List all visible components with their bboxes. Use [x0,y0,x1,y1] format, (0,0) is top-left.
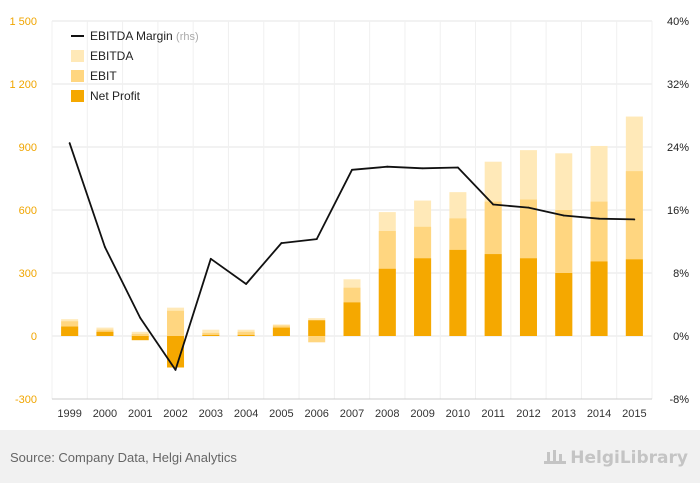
bar-ebit [131,333,149,336]
bar-net-profit [449,249,467,336]
x-tick-label: 2001 [128,408,152,420]
bar-net-profit [308,320,326,336]
bar-net-profit [414,258,432,336]
brand-name: HelgiLibrary [570,448,688,468]
x-tick-label: 2002 [163,408,187,420]
legend-swatch [71,90,84,102]
margin-point [633,218,636,221]
x-tick-label: 2006 [304,408,328,420]
y-left-tick-label: 1 500 [9,16,37,28]
bar-net-profit [167,336,185,368]
y-left-tick-label: -300 [15,394,37,406]
x-tick-label: 2013 [552,408,576,420]
margin-point [456,166,459,169]
y-left-tick-label: 300 [19,268,37,280]
y-right-tick-label: 8% [673,268,689,280]
y-right-tick-label: 32% [667,79,689,91]
legend-label-suffix: (rhs) [176,31,199,43]
y-right-tick-label: 16% [667,205,689,217]
x-tick-label: 2008 [375,408,399,420]
margin-point [174,368,177,371]
x-tick-label: 2005 [269,408,293,420]
bar-net-profit [272,327,290,336]
margin-point [386,165,389,168]
margin-point [492,203,495,206]
x-tick-label: 2003 [199,408,223,420]
bar-net-profit [484,254,502,336]
y-right-tick-label: 0% [673,331,689,343]
x-tick-label: 2009 [410,408,434,420]
bar-net-profit [519,258,537,336]
margin-point [562,214,565,217]
bar-net-profit [625,259,643,336]
brand-logo: HelgiLibrary [544,448,688,468]
bar-net-profit [590,261,608,336]
margin-point [245,283,248,285]
y-right-tick-label: 24% [667,142,689,154]
margin-point [68,142,71,144]
margin-point [209,257,212,260]
library-icon [544,450,567,464]
x-tick-label: 2014 [587,408,611,420]
bar-net-profit [202,334,220,336]
bar-net-profit [61,326,79,336]
margin-point [280,242,283,244]
chart-area: -300 0 300 600 900 1 200 1 500 -8% 0% 8% 16% 24% 32%… [9,16,690,420]
legend-swatch [71,50,84,62]
y-left-tick-label: 1 200 [9,79,37,91]
bar-net-profit [343,302,361,336]
bar-net-profit [378,268,396,336]
margin-line-layer [68,142,636,371]
legend: EBITDA Margin (rhs) EBITDA EBIT Net Profit [71,29,199,103]
margin-point [351,168,353,171]
bar-ebit [202,332,220,336]
bar-ebit [167,310,185,336]
margin-point [104,246,106,248]
y-left-tick-label: 0 [31,331,37,343]
x-tick-label: 2015 [622,408,646,420]
bar-net-profit [131,336,149,341]
bar-net-profit [555,273,573,336]
legend-label-text: EBITDA Margin [90,29,176,43]
margin-point [527,206,530,209]
y-right-tick-label: 40% [667,16,689,28]
source-note: Source: Company Data, Helgi Analytics [10,450,237,465]
y-left-tick-label: 600 [19,205,37,217]
x-tick-label: 2011 [481,408,505,420]
legend-swatch [71,70,84,82]
axes: -300 0 300 600 900 1 200 1 500 -8% 0% 8% 16% 24% 32%… [9,16,689,420]
x-tick-label: 1999 [57,408,81,420]
margin-point [598,217,600,220]
chart-svg: -300 0 300 600 900 1 200 1 500 -8% 0% 8% 16% 24% 32%… [9,16,689,420]
bar-ebit [237,331,255,336]
legend-label: EBITDA [90,49,133,63]
margin-point [421,167,424,170]
footer-bar: Source: Company Data, Helgi Analytics He… [0,430,700,483]
bar-net-profit [237,334,255,336]
x-tick-label: 2007 [340,408,364,420]
x-tick-label: 2000 [93,408,117,420]
x-tick-label: 2010 [446,408,470,420]
x-tick-label: 2004 [234,408,258,420]
legend-label: Net Profit [90,89,141,103]
legend-label: EBITDA Margin (rhs) [90,29,199,43]
margin-point [315,238,318,241]
bars [61,116,643,368]
bar-ebit [308,336,326,343]
y-right-tick-label: -8% [669,394,689,406]
legend-label: EBIT [90,69,117,83]
margin-point [139,316,142,319]
y-left-tick-label: 900 [19,142,37,154]
x-tick-label: 2012 [516,408,540,420]
bar-net-profit [96,331,114,336]
grid [51,20,653,400]
